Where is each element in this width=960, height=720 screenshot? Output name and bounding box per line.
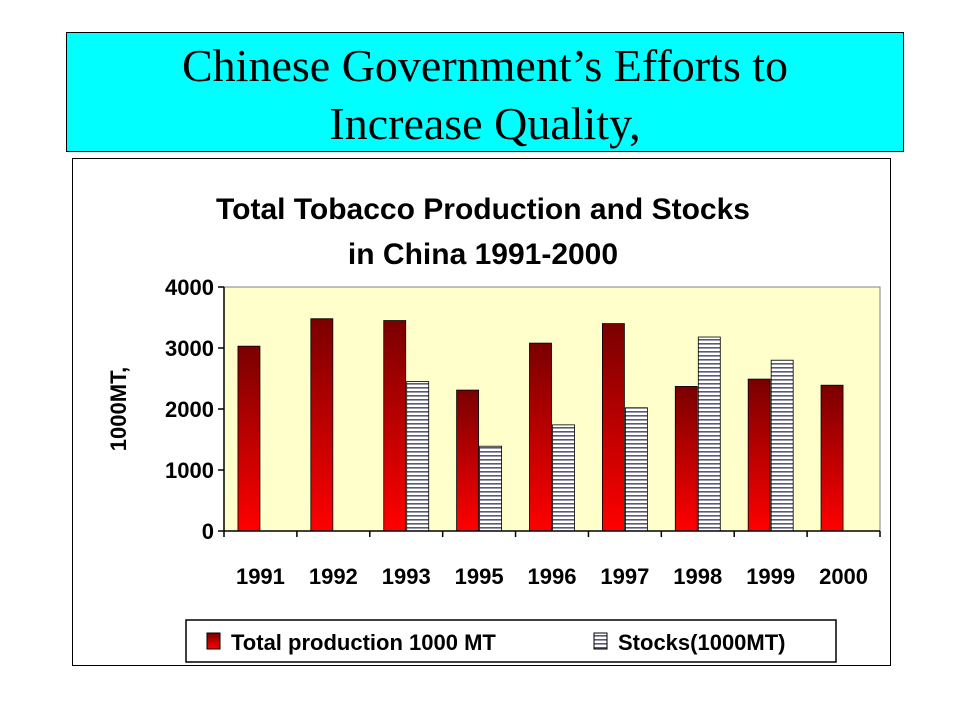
x-tick-label: 2000 xyxy=(819,564,868,589)
bar-stocks xyxy=(624,407,648,532)
bar-production xyxy=(747,378,771,532)
bar-stocks xyxy=(552,424,575,532)
bar-chart: Total Tobacco Production and Stocks in C… xyxy=(106,193,881,663)
x-tick-label: 1992 xyxy=(309,564,358,589)
slide-title-line2: Increase Quality, xyxy=(329,98,641,149)
chart-title-line1: Total Tobacco Production and Stocks xyxy=(216,193,750,226)
y-axis-label: 1000MT, xyxy=(106,367,131,451)
bar-stocks xyxy=(697,336,721,532)
slide-title: Chinese Government’s Efforts to Increase… xyxy=(182,37,788,153)
bar-stocks xyxy=(479,445,503,532)
x-tick-label: 1999 xyxy=(746,564,795,589)
x-tick-label: 1998 xyxy=(673,564,722,589)
legend-swatch-stocks xyxy=(593,632,608,650)
legend-box xyxy=(185,619,837,663)
bar-production xyxy=(237,345,261,532)
slide-title-line1: Chinese Government’s Efforts to xyxy=(182,40,788,91)
bar-stocks xyxy=(770,359,794,532)
legend-swatch-production xyxy=(206,632,221,650)
bar-production xyxy=(820,384,844,532)
bar-production xyxy=(383,320,407,532)
chart-title-line2: in China 1991-2000 xyxy=(348,238,618,271)
bar-stocks xyxy=(406,381,430,532)
bar-production xyxy=(456,389,480,532)
y-tick-label: 3000 xyxy=(165,336,214,361)
y-axis-ticks: 0 1000 2000 3000 4000 xyxy=(165,275,224,544)
y-tick-label: 0 xyxy=(202,519,214,544)
y-tick-label: 1000 xyxy=(165,458,214,483)
chart-frame: Total Tobacco Production and Stocks in C… xyxy=(72,158,891,666)
legend-label-production: Total production 1000 MT xyxy=(231,630,496,655)
x-tick-label: 1995 xyxy=(455,564,504,589)
x-axis-labels: 1991 1992 1993 1995 1996 1997 1998 1999 2000 xyxy=(223,531,881,589)
bar-production xyxy=(310,318,334,532)
slide-title-box: Chinese Government’s Efforts to Increase… xyxy=(66,32,904,152)
y-tick-label: 4000 xyxy=(165,275,214,300)
bars-group xyxy=(237,318,844,532)
legend-label-stocks: Stocks(1000MT) xyxy=(618,630,786,655)
legend: Total production 1000 MT Stocks(1000MT) xyxy=(185,619,837,663)
x-tick-label: 1997 xyxy=(600,564,649,589)
x-tick-label: 1991 xyxy=(236,564,285,589)
bar-production xyxy=(601,323,625,532)
y-tick-label: 2000 xyxy=(165,397,214,422)
plot-area xyxy=(223,286,881,532)
bar-production xyxy=(674,386,698,532)
x-tick-label: 1993 xyxy=(382,564,431,589)
x-tick-label: 1996 xyxy=(528,564,577,589)
bar-production xyxy=(529,342,552,532)
